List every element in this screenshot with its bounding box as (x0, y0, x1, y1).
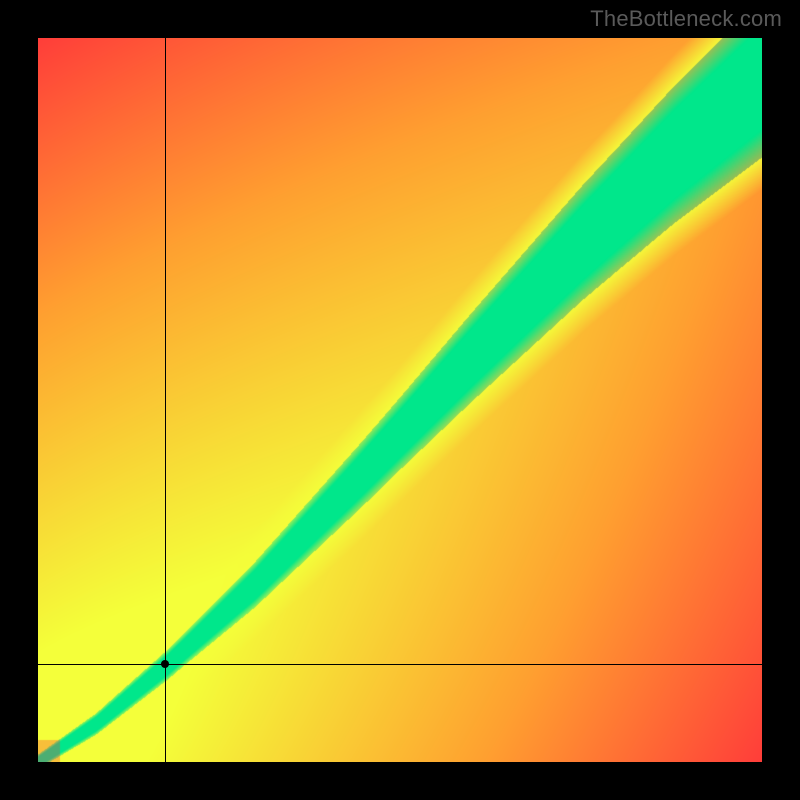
source-watermark: TheBottleneck.com (590, 6, 782, 32)
plot-area (38, 38, 762, 762)
chart-container: TheBottleneck.com (0, 0, 800, 800)
crosshair-marker (161, 660, 169, 668)
crosshair-horizontal (38, 664, 762, 665)
heatmap-canvas (38, 38, 762, 762)
crosshair-vertical (165, 38, 166, 762)
